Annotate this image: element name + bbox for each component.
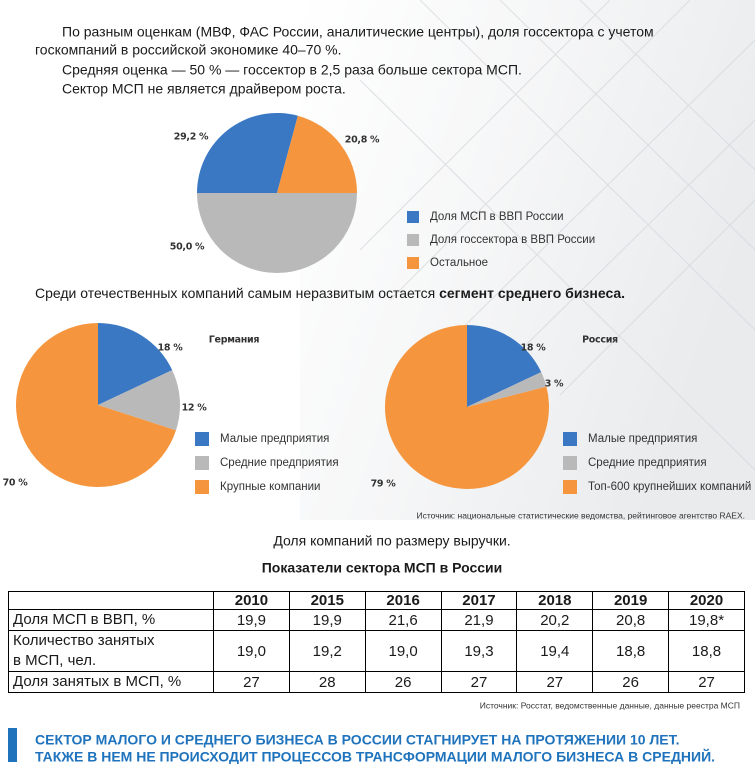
table-cell: 19,4 (517, 631, 593, 672)
legend-label: Доля госсектора в ВВП России (430, 234, 595, 246)
legend-swatch (563, 432, 577, 446)
legend-swatch (407, 211, 419, 223)
table-cell: 26 (593, 672, 669, 693)
legend-label: Доля МСП в ВВП России (430, 211, 564, 223)
chart-title: Германия (209, 335, 260, 346)
row-label: Доля занятых в МСП, % (9, 672, 214, 693)
chart-title: Россия (582, 335, 618, 346)
table-cell: 28 (289, 672, 365, 693)
legend-label: Малые предприятия (220, 433, 329, 445)
table-cell: 2017 (441, 592, 517, 610)
intro-line: Средняя оценка — 50 % — госсектор в 2,5 … (62, 62, 522, 78)
caption: Доля компаний по размеру выручки. (273, 533, 510, 549)
page-body: { "intro": [ "По разным оценкам (МВФ, ФА… (0, 0, 755, 764)
legend-swatch (563, 480, 577, 494)
table-cell: 18,8 (593, 631, 669, 672)
table-title: Показатели сектора МСП в России (262, 560, 503, 576)
table-cell: 19,0 (365, 631, 441, 672)
heading-bold: сегмент среднего бизнеса. (439, 285, 625, 301)
table-cell: 20,8 (593, 610, 669, 631)
legend-label: Малые предприятия (588, 433, 697, 445)
banner-line: СЕКТОР МАЛОГО И СРЕДНЕГО БИЗНЕСА В РОССИ… (35, 732, 679, 748)
table-cell: 27 (441, 672, 517, 693)
source-note: Источник: Росстат, ведомственные данные,… (480, 700, 740, 710)
table-cell: 26 (365, 672, 441, 693)
table-cell: 2015 (289, 592, 365, 610)
table-cell: 2016 (365, 592, 441, 610)
intro-line: По разным оценкам (МВФ, ФАС России, анал… (62, 24, 654, 40)
table-cell: 2020 (669, 592, 745, 610)
data-label: 3 % (545, 379, 564, 390)
table-cell: 27 (669, 672, 745, 693)
data-label: 29,2 % (174, 132, 209, 143)
heading-text: Среди отечественных компаний самым нераз… (35, 285, 439, 301)
banner-bar (8, 728, 17, 762)
table-cell: 27 (214, 672, 290, 693)
table-cell: 21,9 (441, 610, 517, 631)
intro-line: Сектор МСП не является драйвером роста. (62, 81, 346, 97)
table-cell: 27 (517, 672, 593, 693)
banner-line: ТАКЖЕ В НЕМ НЕ ПРОИСХОДИТ ПРОЦЕССОВ ТРАН… (35, 748, 715, 764)
intro-line: госкомпаний в российской экономике 40–70… (35, 42, 342, 58)
legend-swatch (407, 234, 419, 246)
legend-swatch (195, 432, 209, 446)
table-cell: 20,2 (517, 610, 593, 631)
legend-label: Остальное (430, 257, 488, 269)
section-heading: Среди отечественных компаний самым нераз… (35, 285, 625, 301)
source-note: Источник: национальные статистические ве… (417, 510, 746, 520)
table-cell: 2019 (593, 592, 669, 610)
table-cell: 19,9 (289, 610, 365, 631)
table-cell: 2018 (517, 592, 593, 610)
page: Сектор МСП html, body { margin: 0; paddi… (0, 0, 755, 764)
legend-swatch (563, 456, 577, 470)
table-cell: 19,8* (669, 610, 745, 631)
table-cell: 19,0 (214, 631, 290, 672)
data-label: 70 % (3, 478, 29, 489)
data-label: 12 % (182, 403, 208, 414)
legend-swatch (195, 456, 209, 470)
data-label: 79 % (371, 479, 397, 490)
table-cell: 19,3 (441, 631, 517, 672)
row-label: Доля МСП в ВВП, % (9, 610, 214, 631)
legend-swatch (195, 480, 209, 494)
table-cell: 2010 (214, 592, 290, 610)
legend-label: Крупные компании (220, 481, 320, 493)
row-label (9, 592, 214, 610)
row-label: Количество занятых в МСП, чел. (9, 631, 214, 672)
legend-label: Средние предприятия (220, 457, 339, 469)
table-cell: 18,8 (669, 631, 745, 672)
legend-label: Средние предприятия (588, 457, 707, 469)
data-label: 50,0 % (170, 242, 205, 253)
legend-swatch (407, 257, 419, 269)
table-cell: 19,2 (289, 631, 365, 672)
legend-label: Топ-600 крупнейших компаний (588, 481, 751, 493)
data-label: 20,8 % (345, 135, 380, 146)
data-label: 18 % (521, 343, 547, 354)
table-cell: 21,6 (365, 610, 441, 631)
table-cell: 19,9 (214, 610, 290, 631)
data-label: 18 % (158, 343, 184, 354)
